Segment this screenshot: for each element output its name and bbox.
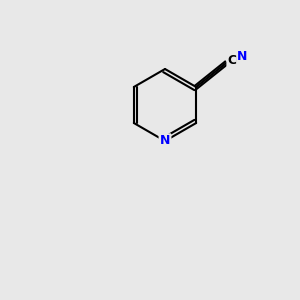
Text: C: C — [227, 53, 236, 67]
Text: N: N — [160, 134, 170, 148]
Text: N: N — [237, 50, 247, 64]
